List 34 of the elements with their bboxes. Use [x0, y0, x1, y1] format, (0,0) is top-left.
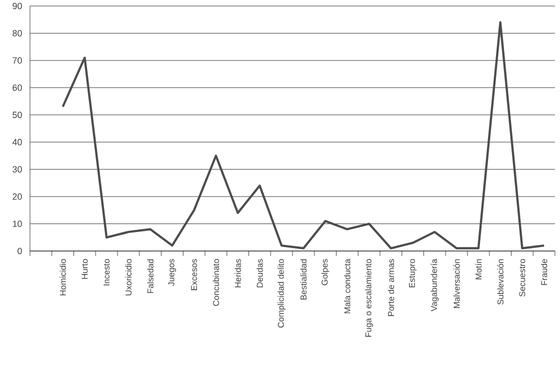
- x-tick-label: Bestialidad: [300, 259, 307, 300]
- x-tick-label: Motín: [475, 259, 482, 280]
- x-tick-label: Malversación: [453, 259, 460, 308]
- x-tick-label: Concubinato: [212, 259, 220, 306]
- y-tick-label: 30: [12, 166, 22, 173]
- x-tick-label: Porte de armas: [388, 259, 394, 316]
- y-tick-label: 10: [12, 220, 22, 227]
- y-tick-label: 80: [12, 30, 22, 36]
- y-tick-label: 60: [12, 84, 22, 91]
- x-tick-label: Complicidad delito: [278, 259, 286, 328]
- x-tick-label: Vagabundería: [430, 258, 439, 312]
- x-tick-label: Estupro: [409, 259, 417, 288]
- line-series: [62, 21, 546, 250]
- x-tick-label: Homicidio: [60, 259, 66, 296]
- x-tick-label: Mala conducta: [344, 258, 350, 314]
- y-tick-label: 20: [12, 193, 22, 200]
- x-tick-label: Hurto: [82, 259, 88, 279]
- x-tick-label: Fraude: [540, 259, 548, 285]
- x-tick-label: Incesto: [104, 259, 110, 286]
- x-tick-label: Secuestro: [519, 259, 526, 297]
- x-tick-label: Juegos: [168, 259, 176, 286]
- x-tick-label: Fuga o escalamiento: [365, 259, 374, 337]
- x-tick-label: Golpes: [321, 259, 330, 286]
- y-tick-label: 70: [12, 57, 22, 64]
- y-tick-label: 0: [18, 248, 22, 254]
- x-tick-label: Uxoricidio: [125, 259, 132, 296]
- y-tick-label: 40: [12, 138, 22, 146]
- x-tick-label: Falsedad: [147, 259, 154, 293]
- x-tick-label: Deudas: [256, 259, 263, 288]
- y-tick-label: 50: [12, 112, 22, 118]
- x-tick-label: Heridas: [234, 259, 241, 288]
- x-tick-label: Sublevación: [497, 259, 504, 305]
- x-tick-label: Excesos: [191, 259, 198, 290]
- y-tick-label: 90: [12, 2, 22, 10]
